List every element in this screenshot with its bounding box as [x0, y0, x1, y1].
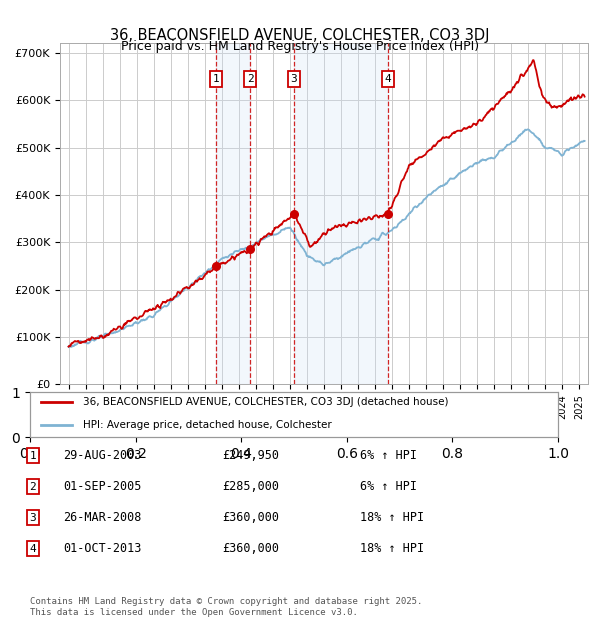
- Text: 36, BEACONSFIELD AVENUE, COLCHESTER, CO3 3DJ: 36, BEACONSFIELD AVENUE, COLCHESTER, CO3…: [110, 28, 490, 43]
- Text: 2: 2: [247, 74, 254, 84]
- Bar: [216, 43, 250, 384]
- Text: £249,950: £249,950: [222, 450, 279, 462]
- Text: 4: 4: [385, 74, 391, 84]
- Text: 3: 3: [29, 513, 37, 523]
- Bar: [294, 43, 388, 384]
- Text: 18% ↑ HPI: 18% ↑ HPI: [360, 542, 424, 555]
- Text: HPI: Average price, detached house, Colchester: HPI: Average price, detached house, Colc…: [83, 420, 332, 430]
- Text: 6% ↑ HPI: 6% ↑ HPI: [360, 480, 417, 493]
- Text: 1: 1: [29, 451, 37, 461]
- Text: 29-AUG-2003: 29-AUG-2003: [63, 450, 142, 462]
- Text: 2: 2: [29, 482, 37, 492]
- Text: £285,000: £285,000: [222, 480, 279, 493]
- Text: £360,000: £360,000: [222, 542, 279, 555]
- Text: 26-MAR-2008: 26-MAR-2008: [63, 512, 142, 524]
- Text: 4: 4: [29, 544, 37, 554]
- Text: 18% ↑ HPI: 18% ↑ HPI: [360, 512, 424, 524]
- Text: 36, BEACONSFIELD AVENUE, COLCHESTER, CO3 3DJ (detached house): 36, BEACONSFIELD AVENUE, COLCHESTER, CO3…: [83, 397, 448, 407]
- Text: 01-OCT-2013: 01-OCT-2013: [63, 542, 142, 555]
- Text: Price paid vs. HM Land Registry's House Price Index (HPI): Price paid vs. HM Land Registry's House …: [121, 40, 479, 53]
- Text: 1: 1: [212, 74, 220, 84]
- Text: 01-SEP-2005: 01-SEP-2005: [63, 480, 142, 493]
- Text: 3: 3: [290, 74, 297, 84]
- Text: Contains HM Land Registry data © Crown copyright and database right 2025.
This d: Contains HM Land Registry data © Crown c…: [30, 598, 422, 617]
- Text: £360,000: £360,000: [222, 512, 279, 524]
- Text: 6% ↑ HPI: 6% ↑ HPI: [360, 450, 417, 462]
